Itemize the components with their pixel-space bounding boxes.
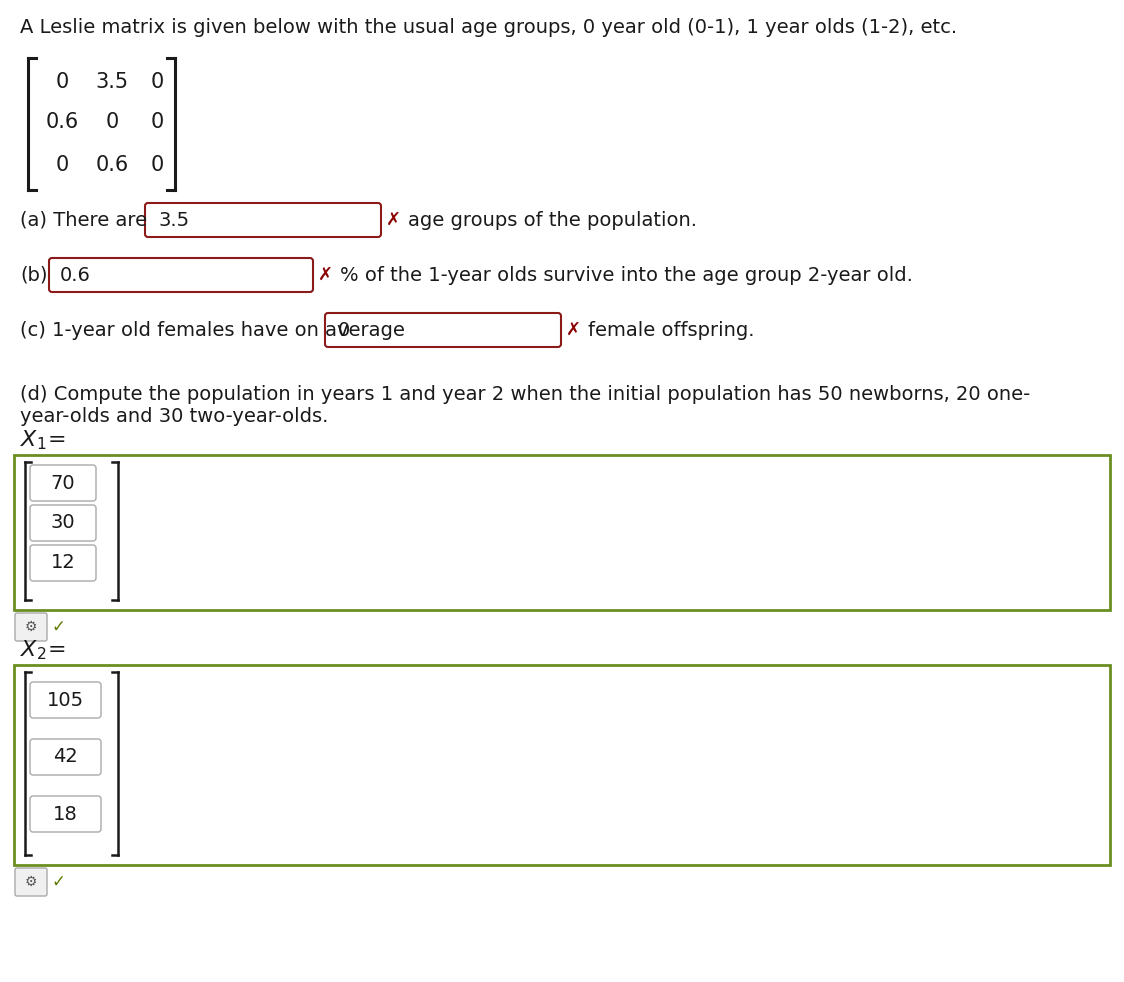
- FancyBboxPatch shape: [325, 313, 561, 347]
- FancyBboxPatch shape: [30, 505, 96, 541]
- Text: 0: 0: [151, 72, 164, 92]
- Text: (d) Compute the population in years 1 and year 2 when the initial population has: (d) Compute the population in years 1 an…: [20, 385, 1031, 404]
- Text: age groups of the population.: age groups of the population.: [408, 210, 697, 230]
- Text: ⚙: ⚙: [25, 620, 37, 634]
- Text: year-olds and 30 two-year-olds.: year-olds and 30 two-year-olds.: [20, 407, 328, 426]
- Text: 3.5: 3.5: [96, 72, 128, 92]
- FancyBboxPatch shape: [30, 796, 101, 832]
- FancyBboxPatch shape: [15, 613, 47, 641]
- Text: ⚙: ⚙: [25, 875, 37, 889]
- Text: 0.6: 0.6: [96, 155, 128, 175]
- Text: % of the 1-year olds survive into the age group 2-year old.: % of the 1-year olds survive into the ag…: [339, 265, 913, 285]
- Text: ✗: ✗: [318, 266, 333, 284]
- Text: (b): (b): [20, 265, 47, 285]
- Text: 12: 12: [51, 554, 75, 573]
- Text: female offspring.: female offspring.: [588, 320, 754, 340]
- Text: 0: 0: [151, 155, 164, 175]
- Text: =: =: [48, 430, 66, 450]
- Text: 0: 0: [106, 112, 119, 132]
- Text: (a) There are: (a) There are: [20, 210, 147, 230]
- Text: ✓: ✓: [51, 618, 65, 636]
- FancyBboxPatch shape: [30, 465, 96, 501]
- Text: 42: 42: [53, 747, 78, 767]
- Text: ✓: ✓: [51, 873, 65, 891]
- FancyBboxPatch shape: [15, 868, 47, 896]
- Text: ✗: ✗: [566, 321, 581, 339]
- FancyBboxPatch shape: [13, 665, 1111, 865]
- Text: 30: 30: [51, 514, 75, 532]
- Text: 3.5: 3.5: [158, 210, 189, 230]
- Text: $X_1$: $X_1$: [20, 428, 46, 452]
- Text: =: =: [48, 640, 66, 660]
- Text: 0: 0: [151, 112, 164, 132]
- FancyBboxPatch shape: [30, 739, 101, 775]
- Text: ✗: ✗: [386, 211, 401, 229]
- Text: 105: 105: [47, 690, 84, 710]
- Text: 18: 18: [53, 804, 78, 824]
- Text: A Leslie matrix is given below with the usual age groups, 0 year old (0-1), 1 ye: A Leslie matrix is given below with the …: [20, 18, 958, 37]
- Text: 0: 0: [55, 72, 69, 92]
- Text: $X_2$: $X_2$: [20, 638, 46, 662]
- FancyBboxPatch shape: [145, 203, 381, 237]
- Text: 0.6: 0.6: [45, 112, 79, 132]
- Text: 0: 0: [338, 320, 351, 340]
- Text: 0.6: 0.6: [60, 265, 91, 285]
- Text: 0: 0: [55, 155, 69, 175]
- FancyBboxPatch shape: [30, 682, 101, 718]
- Text: 70: 70: [51, 473, 75, 493]
- FancyBboxPatch shape: [30, 545, 96, 581]
- FancyBboxPatch shape: [13, 455, 1111, 610]
- FancyBboxPatch shape: [49, 258, 312, 292]
- Text: (c) 1-year old females have on average: (c) 1-year old females have on average: [20, 320, 405, 340]
